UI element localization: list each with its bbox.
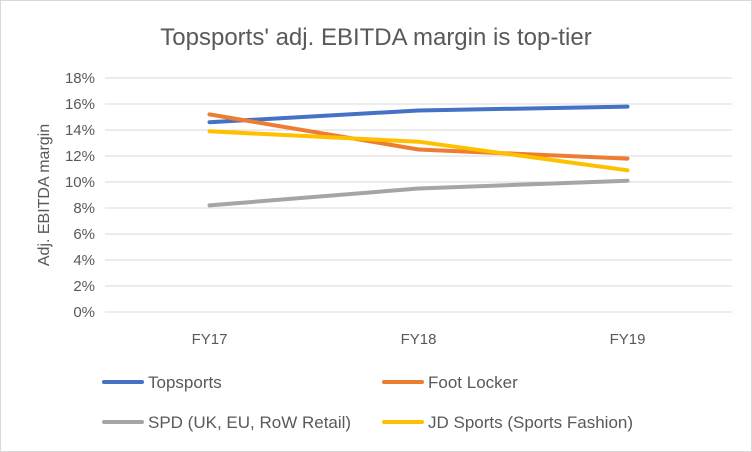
x-tick-label: FY19 bbox=[610, 331, 646, 348]
legend-label: Foot Locker bbox=[428, 373, 518, 392]
y-tick-label: 18% bbox=[65, 70, 95, 87]
chart-title: Topsports' adj. EBITDA margin is top-tie… bbox=[160, 24, 591, 51]
y-tick-label: 16% bbox=[65, 96, 95, 113]
x-tick-labels: FY17 FY18 FY19 bbox=[192, 331, 646, 348]
series-lines bbox=[207, 104, 630, 208]
y-tick-label: 0% bbox=[73, 304, 95, 321]
y-axis-title: Adj. EBITDA margin bbox=[36, 124, 53, 266]
series-line-spd-uk-eu-row-retail bbox=[207, 178, 630, 208]
y-tick-label: 6% bbox=[73, 226, 95, 243]
series-line-foot-locker bbox=[207, 112, 630, 161]
y-tick-label: 8% bbox=[73, 200, 95, 217]
y-tick-label: 2% bbox=[73, 278, 95, 295]
series-line-jd-sports-sports-fashion bbox=[207, 129, 630, 173]
series-line-topsports bbox=[207, 104, 630, 125]
x-tick-label: FY18 bbox=[401, 331, 437, 348]
y-tick-label: 14% bbox=[65, 122, 95, 139]
gridlines bbox=[105, 77, 732, 313]
y-tick-label: 4% bbox=[73, 252, 95, 269]
legend-label: SPD (UK, EU, RoW Retail) bbox=[148, 413, 351, 432]
y-tick-label: 12% bbox=[65, 148, 95, 165]
y-tick-label: 10% bbox=[65, 174, 95, 191]
x-tick-label: FY17 bbox=[192, 331, 228, 348]
legend: Topsports Foot Locker SPD (UK, EU, RoW Ret… bbox=[102, 373, 633, 432]
legend-label: JD Sports (Sports Fashion) bbox=[428, 413, 633, 432]
y-tick-labels: 0% 2% 4% 6% 8% 10% 12% 14% 16% 18% bbox=[65, 70, 95, 321]
legend-label: Topsports bbox=[148, 373, 222, 392]
